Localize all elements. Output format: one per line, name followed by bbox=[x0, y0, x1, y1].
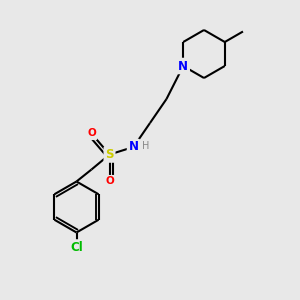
Text: N: N bbox=[178, 59, 188, 73]
Text: N: N bbox=[128, 140, 139, 154]
Text: S: S bbox=[105, 148, 114, 161]
Text: O: O bbox=[87, 128, 96, 139]
Text: Cl: Cl bbox=[70, 241, 83, 254]
Text: H: H bbox=[142, 140, 150, 151]
Text: O: O bbox=[105, 176, 114, 187]
